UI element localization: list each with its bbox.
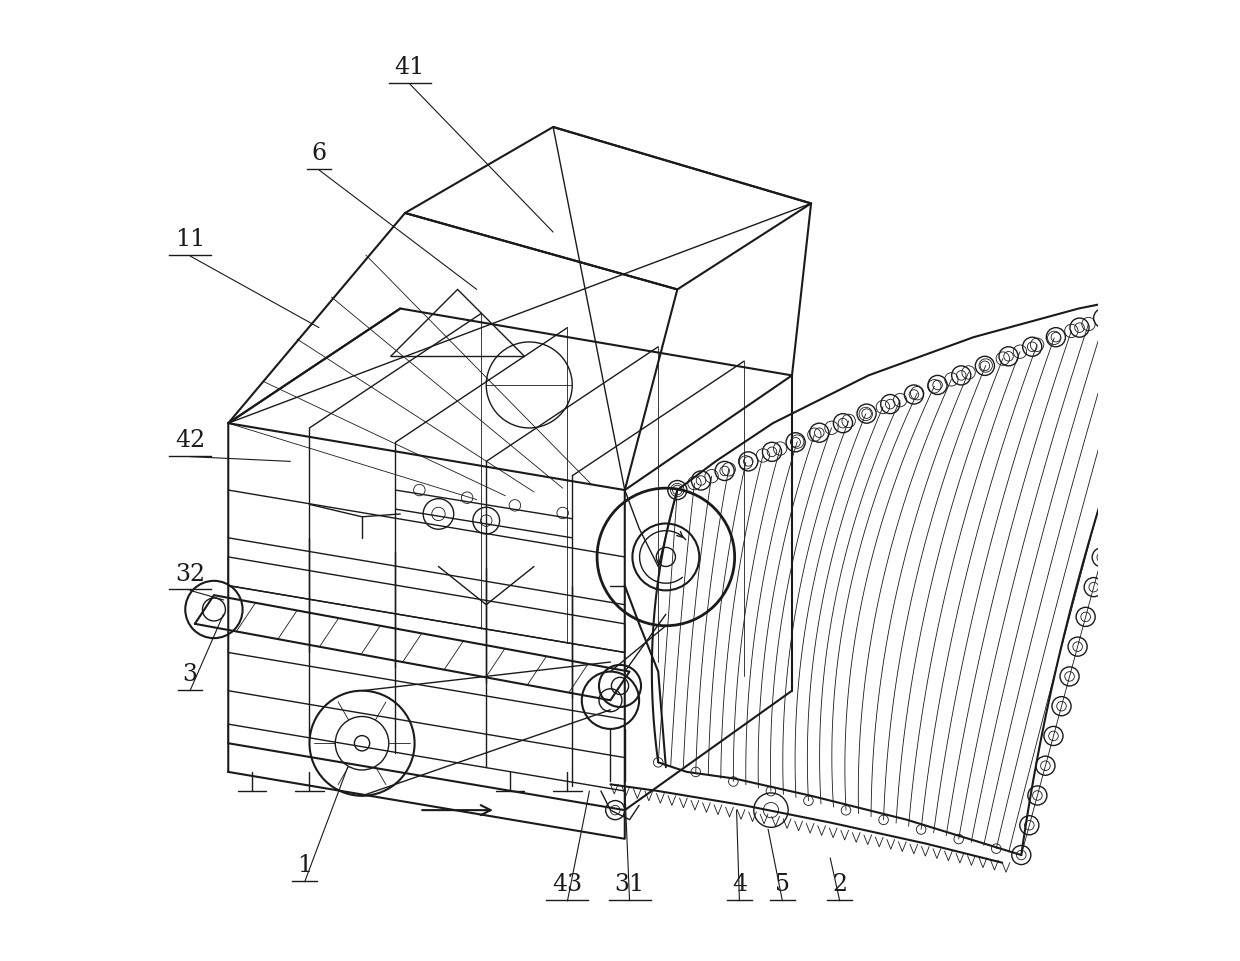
Text: 41: 41: [394, 56, 425, 79]
Text: 4: 4: [732, 874, 746, 896]
Text: 6: 6: [311, 142, 326, 165]
Text: 11: 11: [175, 228, 205, 251]
Text: 5: 5: [775, 874, 790, 896]
Text: 2: 2: [832, 874, 847, 896]
Text: 1: 1: [298, 854, 312, 877]
Text: 43: 43: [552, 874, 583, 896]
Text: 3: 3: [182, 663, 197, 686]
Text: 32: 32: [175, 562, 205, 585]
Text: 42: 42: [175, 429, 205, 452]
Text: 31: 31: [615, 874, 645, 896]
